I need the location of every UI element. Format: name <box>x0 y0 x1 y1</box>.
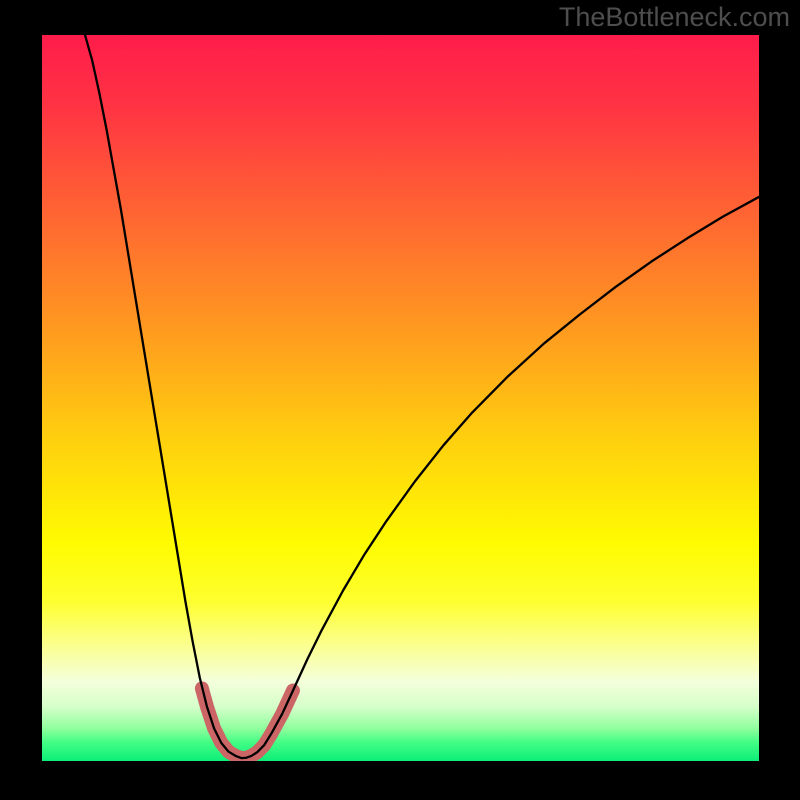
chart-svg <box>42 35 759 761</box>
canvas: TheBottleneck.com <box>0 0 800 800</box>
bottleneck-chart <box>42 35 759 761</box>
chart-background <box>42 35 759 761</box>
watermark-text: TheBottleneck.com <box>559 2 790 33</box>
